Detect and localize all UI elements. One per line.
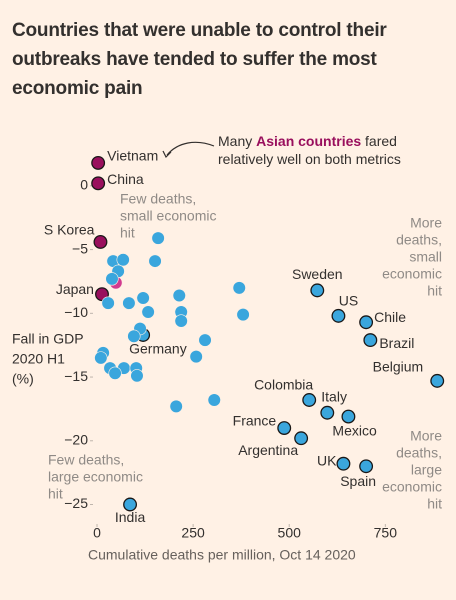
annotation: economic <box>382 479 442 495</box>
annotation: hit <box>427 496 442 512</box>
point <box>189 350 203 364</box>
point <box>151 231 165 245</box>
callout-text: Many Asian countries fared <box>218 133 397 149</box>
point-label: S Korea <box>44 222 95 238</box>
point <box>232 281 246 295</box>
chart-title: Countries that were unable to control th… <box>12 20 387 99</box>
annotation: large economic <box>48 469 143 485</box>
annotation: deaths, <box>396 232 442 248</box>
point <box>101 296 115 310</box>
callout-segment: Asian countries <box>256 133 361 149</box>
annotation: economic <box>382 266 442 282</box>
point-label: Japan <box>56 281 94 297</box>
x-axis-label: Cumulative deaths per million, Oct 14 20… <box>88 547 356 563</box>
point <box>127 329 141 343</box>
annotation: hit <box>48 486 63 502</box>
y-axis-label: (%) <box>12 371 34 387</box>
point <box>359 459 374 474</box>
point <box>169 399 183 413</box>
point <box>363 333 378 348</box>
point <box>148 254 162 268</box>
annotation: More <box>410 428 442 444</box>
annotation: Few deaths, <box>120 191 196 207</box>
point <box>331 308 346 323</box>
point-label: Sweden <box>292 266 343 282</box>
annotation: small <box>409 249 442 265</box>
x-tick-label: 500 <box>278 525 302 541</box>
point-label: Germany <box>129 341 187 357</box>
point-label: Spain <box>340 473 376 489</box>
point-label: Colombia <box>254 377 313 393</box>
callout-segment: Many <box>218 133 256 149</box>
annotation: deaths, <box>396 445 442 461</box>
annotation: hit <box>427 283 442 299</box>
point <box>116 253 130 267</box>
point <box>94 351 108 365</box>
point <box>136 291 150 305</box>
y-axis-label: 2020 H1 <box>12 351 65 367</box>
y-tick-label: −15 <box>64 368 88 384</box>
point <box>310 283 325 298</box>
point <box>359 315 374 330</box>
point <box>198 333 212 347</box>
y-tick-label: 0 <box>80 177 88 193</box>
point <box>320 405 335 420</box>
point <box>108 366 122 380</box>
point <box>430 373 445 388</box>
y-tick-label: −25 <box>64 495 88 511</box>
point-label: US <box>339 293 358 309</box>
point <box>123 497 138 512</box>
point <box>302 393 317 407</box>
point <box>91 176 106 191</box>
annotation: large <box>411 462 442 478</box>
point <box>91 155 106 170</box>
point <box>141 305 155 319</box>
point <box>93 234 108 249</box>
point <box>122 296 136 310</box>
point <box>105 272 119 286</box>
y-tick-label: −20 <box>64 431 88 447</box>
x-tick-label: 750 <box>374 525 398 541</box>
point <box>277 421 292 435</box>
annotation: small economic <box>120 208 216 224</box>
point-label: India <box>115 509 146 525</box>
point-label: Mexico <box>332 422 377 438</box>
point <box>341 409 356 424</box>
point-label: France <box>233 413 277 429</box>
point <box>207 393 221 407</box>
point-label: Argentina <box>238 442 298 458</box>
point <box>336 456 351 471</box>
point <box>236 307 250 322</box>
point-label: Chile <box>374 309 406 325</box>
point-label: Belgium <box>373 359 424 375</box>
annotation: hit <box>120 225 135 241</box>
point <box>172 288 186 303</box>
callout-segment: relatively well on both metrics <box>218 151 401 167</box>
y-tick-label: −10 <box>64 304 88 320</box>
point <box>174 314 188 328</box>
annotation: Few deaths, <box>48 452 124 468</box>
callout-segment: fared <box>361 133 397 149</box>
x-tick-label: 250 <box>181 525 205 541</box>
point <box>294 431 309 446</box>
y-axis-label: Fall in GDP <box>12 331 84 347</box>
point-label: Italy <box>321 388 347 404</box>
callout-text: relatively well on both metrics <box>218 151 401 167</box>
point-label: Brazil <box>379 335 414 351</box>
annotation: More <box>410 215 442 231</box>
y-tick-label: −5 <box>72 240 88 256</box>
callout-arrow <box>166 141 215 156</box>
point-label: Vietnam <box>107 148 158 164</box>
point-label: China <box>107 171 144 187</box>
point <box>130 369 144 383</box>
callout-arrowhead <box>162 150 172 159</box>
point-label: UK <box>317 452 337 468</box>
x-tick-label: 0 <box>93 525 101 541</box>
